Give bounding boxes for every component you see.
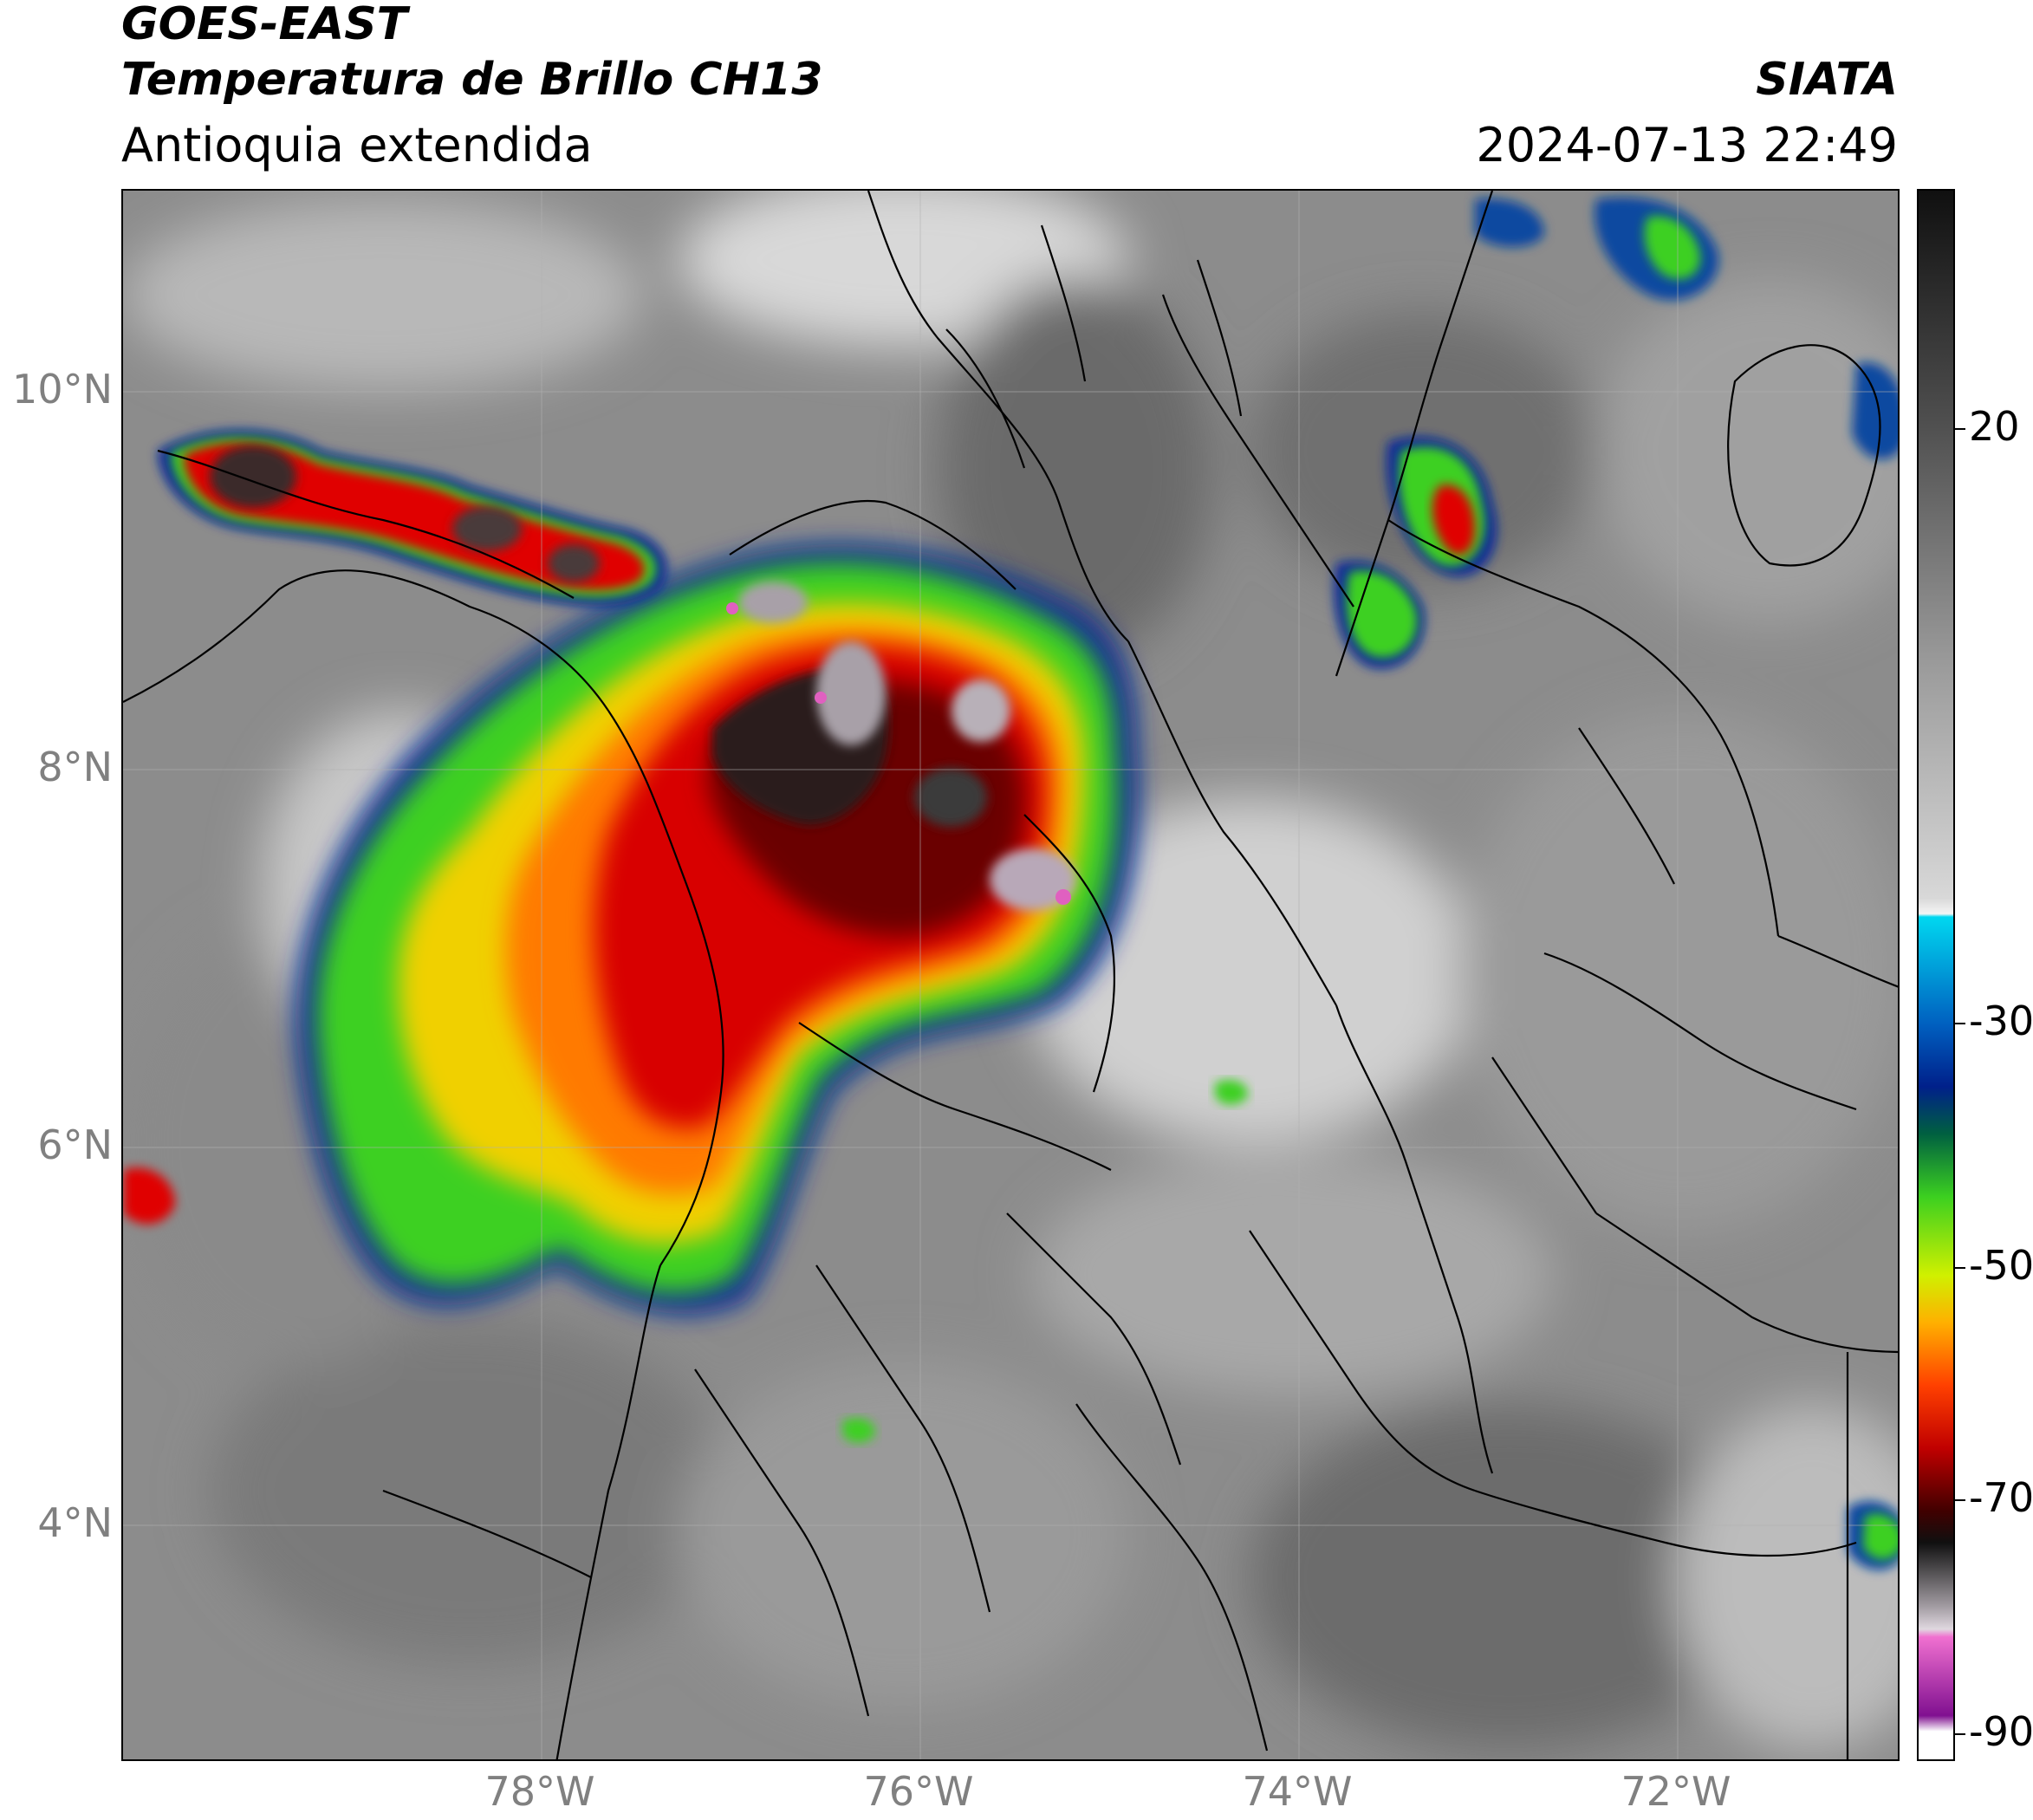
colorbar-label-20: 20 (1969, 403, 2020, 450)
lat-label-6n: 6°N (37, 1121, 113, 1168)
brand-label: SIATA (1756, 54, 1898, 106)
lon-label-72w: 72°W (1621, 1768, 1731, 1815)
brightness-temperature-image (123, 191, 1898, 1759)
boundaries (123, 191, 1898, 1759)
region-subtitle: Antioquia extendida (121, 118, 593, 172)
lon-label-76w: 76°W (863, 1768, 974, 1815)
colorbar-tick-minus50 (1955, 1267, 1965, 1269)
graticule (123, 191, 1898, 1759)
colorbar-label-minus30: -30 (1969, 998, 2033, 1044)
product-title: Temperatura de Brillo CH13 (121, 54, 823, 106)
lon-label-74w: 74°W (1242, 1768, 1353, 1815)
satellite-map (121, 189, 1900, 1761)
colorbar-label-minus70: -70 (1969, 1474, 2033, 1521)
colorbar-gradient (1919, 191, 1953, 1759)
colorbar-label-minus50: -50 (1969, 1242, 2033, 1289)
satellite-title: GOES-EAST (121, 0, 408, 50)
colorbar-tick-minus70 (1955, 1499, 1965, 1501)
coastal-storm-chain (158, 429, 667, 607)
lat-label-10n: 10°N (12, 366, 113, 413)
timestamp-label: 2024-07-13 22:49 (1476, 118, 1898, 172)
temperature-colorbar (1917, 189, 1955, 1761)
colorbar-tick-minus30 (1955, 1023, 1965, 1024)
lat-label-4n: 4°N (37, 1499, 113, 1546)
colorbar-tick-20 (1955, 428, 1965, 430)
lat-label-8n: 8°N (37, 744, 113, 790)
storm-system (295, 544, 1140, 1315)
cloud-texture (123, 191, 1898, 1751)
colorbar-tick-minus90 (1955, 1733, 1965, 1735)
colorbar-label-minus90: -90 (1969, 1708, 2033, 1755)
northeast-storms (123, 197, 1898, 1570)
lon-label-78w: 78°W (484, 1768, 595, 1815)
